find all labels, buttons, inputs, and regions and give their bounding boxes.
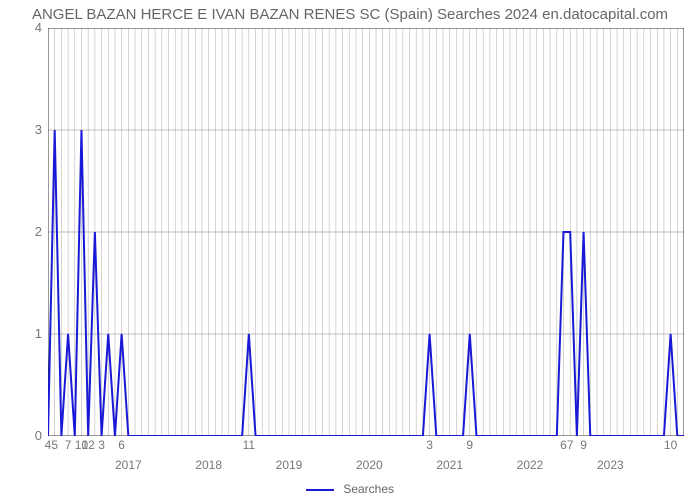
year-label: 2021	[436, 458, 463, 472]
year-label: 2017	[115, 458, 142, 472]
plot-svg	[48, 28, 684, 436]
year-label: 2022	[517, 458, 544, 472]
chart-container: ANGEL BAZAN HERCE E IVAN BAZAN RENES SC …	[0, 0, 700, 500]
legend: Searches	[0, 482, 700, 496]
y-tick-label: 1	[6, 326, 42, 341]
year-label: 2018	[195, 458, 222, 472]
x-tick-label: 4	[45, 438, 52, 452]
x-tick-label: 6	[118, 438, 125, 452]
x-tick-label: 11	[243, 438, 255, 452]
x-tick-label: 5	[51, 438, 58, 452]
y-tick-label: 0	[6, 428, 42, 443]
x-tick-label: 7	[65, 438, 72, 452]
y-tick-label: 3	[6, 122, 42, 137]
legend-swatch	[306, 489, 334, 491]
legend-label: Searches	[343, 482, 394, 496]
year-label: 2023	[597, 458, 624, 472]
year-label: 2020	[356, 458, 383, 472]
x-tick-label: 7	[567, 438, 574, 452]
x-tick-label: 12	[81, 438, 94, 452]
x-tick-label: 10	[664, 438, 677, 452]
plot-area	[48, 28, 684, 436]
x-tick-label: 9	[580, 438, 587, 452]
x-tick-label: 9	[466, 438, 473, 452]
x-tick-label: 3	[426, 438, 433, 452]
y-tick-label: 4	[6, 20, 42, 35]
y-tick-label: 2	[6, 224, 42, 239]
x-tick-label: 6	[560, 438, 567, 452]
chart-title: ANGEL BAZAN HERCE E IVAN BAZAN RENES SC …	[0, 6, 700, 23]
year-label: 2019	[276, 458, 303, 472]
x-tick-label: 3	[98, 438, 105, 452]
